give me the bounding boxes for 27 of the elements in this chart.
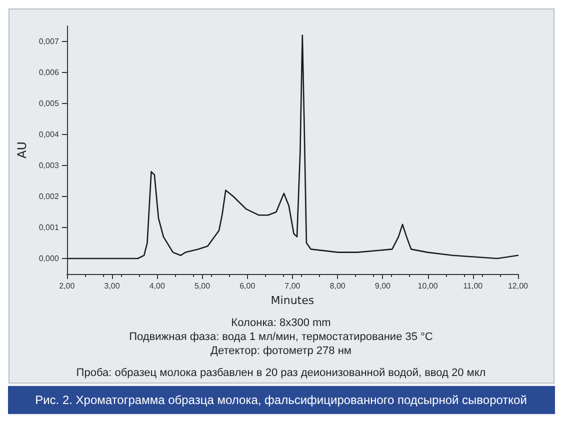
x-tick-label: 12,00 bbox=[508, 282, 529, 290]
x-tick-label: 9,00 bbox=[374, 282, 392, 290]
x-tick-label: 3,00 bbox=[104, 282, 120, 290]
x-tick-label: 5,00 bbox=[194, 282, 211, 290]
y-tick-label: 0,000 bbox=[38, 254, 60, 263]
text: Подвижная фаза: вода 1 мл/мин, термостатирование 35 °C bbox=[129, 331, 433, 343]
x-tick-label: 4,00 bbox=[149, 282, 166, 290]
text: Проба: образец молока разбавлен в 20 раз деионизованной водой, ввод 20 мкл bbox=[76, 367, 486, 379]
x-tick-label: 2,00 bbox=[59, 282, 76, 290]
text: Детектор: фотометр 278 нм bbox=[210, 345, 352, 357]
line-series bbox=[67, 34, 519, 260]
y-tick-label: 0,001 bbox=[38, 223, 60, 232]
x-axis-title: Minutes bbox=[270, 294, 314, 307]
y-tick-label: 0,007 bbox=[38, 37, 60, 46]
y-tick-label: 0,003 bbox=[38, 161, 60, 170]
x-tick-label: 11,00 bbox=[463, 282, 484, 290]
y-tick-label: 0,002 bbox=[38, 192, 60, 201]
y-tick-label: 0,004 bbox=[38, 130, 60, 139]
text: Рис. 2. Хроматограмма образца молока, фальсифицированного подсырной сывороткой bbox=[35, 393, 527, 407]
x-tick-label: 7,00 bbox=[284, 282, 301, 290]
x-tick-label: 10,00 bbox=[418, 282, 438, 290]
y-tick-label: 0,006 bbox=[38, 68, 60, 77]
text: Колонка: 8x300 mm bbox=[231, 317, 331, 329]
x-tick-label: 8,00 bbox=[330, 282, 346, 290]
y-tick-label: 0,005 bbox=[38, 99, 60, 108]
x-tick-label: 6,00 bbox=[240, 282, 256, 290]
y-axis-title: AU bbox=[15, 142, 29, 158]
